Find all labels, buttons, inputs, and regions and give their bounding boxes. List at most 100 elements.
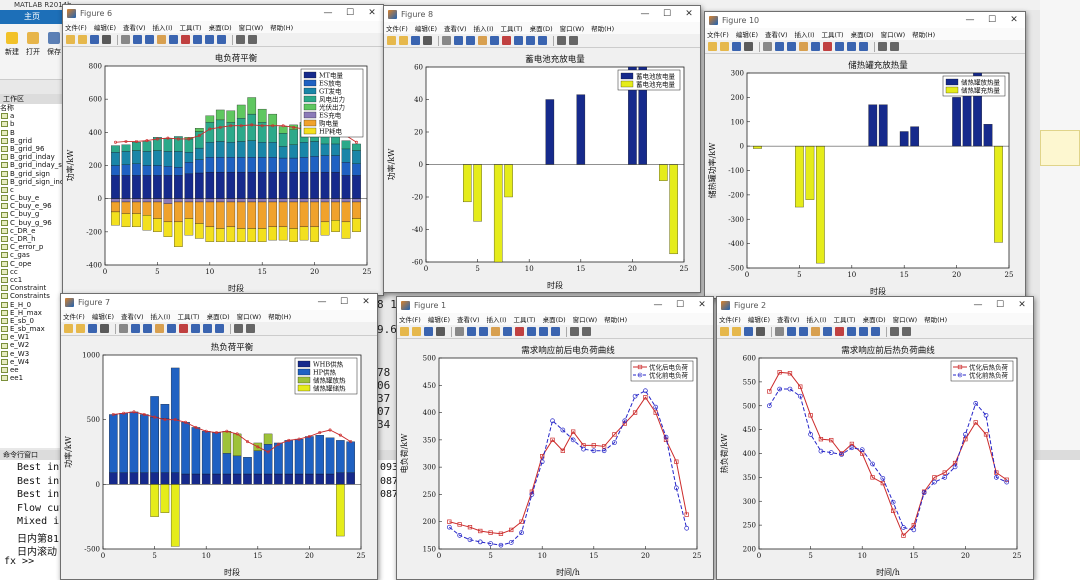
window-titlebar[interactable]: Figure 10 — ☐ ✕ [705,12,1025,28]
menu-item[interactable]: 查看(V) [765,31,788,39]
zoom-in-icon[interactable] [131,324,140,333]
save-icon[interactable] [90,35,99,44]
open-button[interactable]: 打开 [23,30,43,57]
property-icon[interactable] [248,35,257,44]
menu-item[interactable]: 窗口(W) [236,313,262,321]
zoom-out-icon[interactable] [787,42,796,51]
open-file-icon[interactable] [720,42,729,51]
workspace-variable[interactable]: B_grid_inday [0,153,64,161]
menu-item[interactable]: 窗口(W) [238,24,264,32]
zoom-out-icon[interactable] [799,327,808,336]
pan-icon[interactable] [491,327,500,336]
menu-item[interactable]: 查看(V) [777,316,800,324]
new-figure-icon[interactable] [400,327,409,336]
minimize-icon[interactable]: — [653,300,663,310]
menu-item[interactable]: 窗口(W) [892,316,918,324]
minimize-icon[interactable]: — [317,297,327,307]
pointer-icon[interactable] [119,324,128,333]
maximize-icon[interactable]: ☐ [987,15,997,25]
workspace-variable[interactable]: cc1 [0,276,64,284]
menu-item[interactable]: 桌面(D) [529,25,553,33]
new-figure-icon[interactable] [708,42,717,51]
menu-item[interactable]: 插入(I) [150,313,171,321]
figure-7-window[interactable]: Figure 7 — ☐ ✕ 文件(F) 编辑(E) 查看(V) 插入(I) 工具(T) 桌面(D… [60,293,378,580]
workspace-variable[interactable]: a [0,112,64,120]
rotate-icon[interactable] [490,36,499,45]
menu-item[interactable]: 文件(F) [386,25,408,33]
workspace-variable[interactable]: C_buy_e [0,194,64,202]
menu-item[interactable]: 窗口(W) [880,31,906,39]
workspace-variable[interactable]: C_buy_g [0,210,64,218]
workspace-variable[interactable]: e_W1 [0,333,64,341]
legend-icon[interactable] [570,327,579,336]
menu-item[interactable]: 桌面(D) [542,316,566,324]
window-titlebar[interactable]: Figure 8 — ☐ ✕ [384,6,700,22]
colorbar-icon[interactable] [217,35,226,44]
workspace-variable[interactable]: e_W2 [0,341,64,349]
menu-item[interactable]: 工具(T) [833,316,856,324]
figure-6-window[interactable]: Figure 6 — ☐ ✕ 文件(F) 编辑(E) 查看(V) 插入(I) 工具(T) 桌面(D… [62,4,384,296]
menu-item[interactable]: 工具(T) [821,31,844,39]
legend-icon[interactable] [557,36,566,45]
menu-item[interactable]: 编辑(E) [735,31,758,39]
window-titlebar[interactable]: Figure 6 — ☐ ✕ [63,5,383,21]
rotate-icon[interactable] [169,35,178,44]
workspace-variable[interactable]: C_buy_g_96 [0,219,64,227]
minimize-icon[interactable]: — [640,9,650,19]
window-titlebar[interactable]: Figure 2 — ☐ ✕ [717,297,1033,313]
close-icon[interactable]: ✕ [698,300,706,310]
workspace-variable[interactable]: e_W4 [0,358,64,366]
workspace-variable[interactable]: b [0,120,64,128]
workspace-variable[interactable]: B_grid_sign [0,170,64,178]
colorbar-icon[interactable] [859,42,868,51]
menu-item[interactable]: 插入(I) [152,24,173,32]
save-icon[interactable] [732,42,741,51]
workspace-variable[interactable]: e_W3 [0,350,64,358]
rotate-icon[interactable] [823,327,832,336]
zoom-out-icon[interactable] [466,36,475,45]
menu-item[interactable]: 桌面(D) [862,316,886,324]
maximize-icon[interactable]: ☐ [995,300,1005,310]
menu-item[interactable]: 编辑(E) [91,313,114,321]
workspace-variable[interactable]: E_sb_max [0,325,64,333]
workspace-variable[interactable]: E_sb_0 [0,317,64,325]
minimize-icon[interactable]: — [973,300,983,310]
colorbar-icon[interactable] [215,324,224,333]
minimize-icon[interactable]: — [323,8,333,18]
menu-item[interactable]: 编辑(E) [747,316,770,324]
save-icon[interactable] [424,327,433,336]
menu-item[interactable]: 插入(I) [486,316,507,324]
workspace-list[interactable]: 名称 a b B B_grid B_grid_96 B_grid_inday B_grid_i… [0,104,64,448]
data-cursor-icon[interactable] [515,327,524,336]
link-icon[interactable] [203,324,212,333]
menu-item[interactable]: 插入(I) [806,316,827,324]
close-icon[interactable]: ✕ [1018,300,1026,310]
zoom-in-icon[interactable] [454,36,463,45]
menu-item[interactable]: 帮助(H) [912,31,936,39]
menu-item[interactable]: 帮助(H) [924,316,948,324]
open-file-icon[interactable] [412,327,421,336]
maximize-icon[interactable]: ☐ [339,297,349,307]
workspace-variable[interactable]: E_H_0 [0,301,64,309]
window-titlebar[interactable]: Figure 1 — ☐ ✕ [397,297,713,313]
menu-item[interactable]: 桌面(D) [850,31,874,39]
maximize-icon[interactable]: ☐ [345,8,355,18]
link-icon[interactable] [526,36,535,45]
brush-icon[interactable] [835,42,844,51]
print-icon[interactable] [100,324,109,333]
menu-item[interactable]: 工具(T) [177,313,200,321]
menu-item[interactable]: 窗口(W) [559,25,585,33]
colorbar-icon[interactable] [538,36,547,45]
menu-item[interactable]: 编辑(E) [414,25,437,33]
data-cursor-icon[interactable] [181,35,190,44]
menu-item[interactable]: 工具(T) [513,316,536,324]
colorbar-icon[interactable] [551,327,560,336]
brush-icon[interactable] [847,327,856,336]
open-file-icon[interactable] [399,36,408,45]
print-icon[interactable] [436,327,445,336]
new-figure-icon[interactable] [387,36,396,45]
workspace-variable[interactable]: C_ope [0,260,64,268]
close-icon[interactable]: ✕ [368,8,376,18]
data-cursor-icon[interactable] [835,327,844,336]
zoom-in-icon[interactable] [775,42,784,51]
